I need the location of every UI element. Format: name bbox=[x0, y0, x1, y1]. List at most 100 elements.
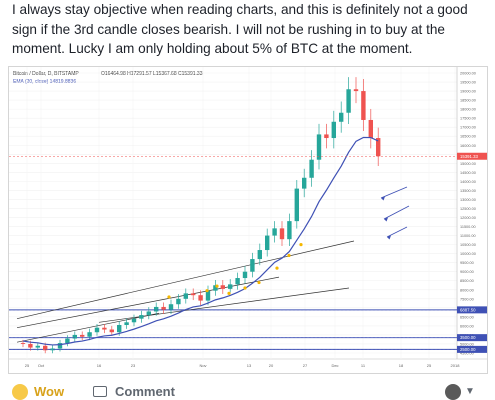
candle-body bbox=[309, 159, 314, 178]
y-tick-label: 7500.00 bbox=[460, 297, 474, 301]
candle-body bbox=[146, 311, 151, 316]
y-tick-label: 17500.00 bbox=[460, 117, 476, 121]
y-tick-label: 9000.00 bbox=[460, 270, 474, 274]
candle-body bbox=[161, 306, 166, 310]
candle-body bbox=[235, 278, 240, 285]
candle-body bbox=[183, 293, 188, 299]
candle-body bbox=[28, 343, 33, 348]
comment-icon[interactable] bbox=[93, 386, 107, 397]
y-tick-label: 9500.00 bbox=[460, 261, 474, 265]
signal-dot bbox=[167, 295, 171, 299]
y-tick-label: 12500.00 bbox=[460, 207, 476, 211]
candle-body bbox=[339, 112, 344, 122]
candle-body bbox=[87, 332, 92, 337]
candle-body bbox=[205, 290, 211, 301]
support-label-3: 2500.00 bbox=[460, 347, 476, 352]
chart-canvas: Bitcoin / Dollar, D, BITSTAMP O16464.98 … bbox=[9, 67, 487, 368]
candle-body bbox=[272, 228, 277, 236]
y-tick-label: 6500.00 bbox=[460, 315, 474, 319]
candle-body bbox=[361, 91, 366, 120]
candle-body bbox=[102, 327, 107, 330]
wow-icon[interactable] bbox=[12, 384, 28, 400]
candle-body bbox=[353, 89, 359, 92]
candle-body bbox=[168, 304, 174, 310]
candle-body bbox=[228, 284, 233, 289]
candle-body bbox=[302, 177, 307, 189]
x-tick-label: 11 bbox=[361, 363, 366, 368]
y-tick-label: 13000.00 bbox=[460, 198, 476, 202]
y-tick-label: 18000.00 bbox=[460, 108, 476, 112]
y-tick-label: 14500.00 bbox=[460, 171, 476, 175]
post-text: I always stay objective when reading cha… bbox=[12, 2, 468, 56]
candle-body bbox=[139, 315, 144, 319]
x-axis: 25 Oct 16 23 Nov 13 20 27 Dec 11 18 25 2018 bbox=[9, 67, 487, 368]
signal-dot bbox=[215, 284, 219, 288]
x-tick-label: 2018 bbox=[451, 363, 461, 368]
candle-body bbox=[72, 334, 77, 339]
candle-body bbox=[242, 271, 248, 279]
signal-dot bbox=[205, 289, 209, 293]
y-tick-label: 11000.00 bbox=[460, 234, 476, 238]
x-tick-label: 23 bbox=[131, 363, 136, 368]
y-tick-label: 11500.00 bbox=[460, 225, 476, 229]
candle-body bbox=[65, 338, 70, 344]
annotation-arrow bbox=[386, 226, 408, 238]
y-tick-label: 8500.00 bbox=[460, 279, 474, 283]
comment-button[interactable]: Comment bbox=[115, 384, 175, 399]
chevron-down-icon[interactable]: ▼ bbox=[465, 386, 475, 397]
candle-body bbox=[257, 250, 262, 260]
candle-body bbox=[331, 121, 336, 139]
y-tick-label: 8000.00 bbox=[460, 288, 474, 292]
avatar[interactable] bbox=[445, 384, 461, 400]
annotation-arrow bbox=[383, 205, 410, 220]
candle-body bbox=[368, 119, 373, 139]
x-tick-label: Nov bbox=[199, 363, 206, 368]
trendline-upper bbox=[16, 240, 355, 320]
y-tick-label: 10500.00 bbox=[460, 243, 476, 247]
x-tick-label: 27 bbox=[303, 363, 308, 368]
drawings bbox=[9, 186, 457, 350]
arrow-head bbox=[387, 235, 391, 240]
candle-body bbox=[154, 306, 159, 312]
y-tick-label: 5000.00 bbox=[460, 342, 474, 346]
support-label-1-box bbox=[457, 306, 487, 314]
y-tick-label: 15000.00 bbox=[460, 162, 476, 166]
signal-dot bbox=[275, 266, 279, 270]
chart-ohlc: O16464.98 H17291.57 L15367.68 C15391.33 bbox=[101, 71, 203, 77]
candle-body bbox=[316, 134, 322, 160]
signal-dot bbox=[299, 243, 303, 247]
price-chart: Bitcoin / Dollar, D, BITSTAMP O16464.98 … bbox=[8, 66, 488, 374]
candle-body bbox=[20, 343, 26, 344]
y-tick-label: 16500.00 bbox=[460, 135, 476, 139]
candle-body bbox=[109, 329, 114, 333]
y-tick-label: 12000.00 bbox=[460, 216, 476, 220]
x-tick-label: Oct bbox=[38, 363, 45, 368]
candle-body bbox=[35, 345, 40, 348]
candle-body bbox=[94, 327, 100, 333]
signal-dot bbox=[287, 253, 291, 258]
support-label-2-box bbox=[457, 334, 487, 342]
trendline-short bbox=[16, 312, 160, 343]
y-axis: 20000.00 19500.00 19000.00 18500.00 18000.00… bbox=[9, 67, 476, 359]
wow-button[interactable]: Wow bbox=[34, 384, 65, 399]
candle-body bbox=[265, 235, 270, 251]
last-price-label-box bbox=[457, 152, 487, 160]
candle-body bbox=[376, 138, 381, 157]
candle-body bbox=[287, 221, 292, 240]
candle-body bbox=[117, 325, 122, 333]
price-labels: 15391.33 6887.50 3500.00 2500.00 bbox=[9, 152, 487, 353]
ema-line bbox=[22, 136, 379, 346]
x-tick-label: 25 bbox=[25, 363, 30, 368]
arrow-head bbox=[384, 217, 388, 222]
candles bbox=[20, 77, 381, 354]
x-tick-label: Dec bbox=[331, 363, 338, 368]
annotation-arrow bbox=[380, 186, 408, 199]
y-tick-label: 19500.00 bbox=[460, 81, 476, 85]
signal-dot bbox=[243, 286, 247, 290]
candle-body bbox=[191, 293, 196, 296]
y-tick-label: 16000.00 bbox=[460, 144, 476, 148]
candle-body bbox=[124, 322, 129, 325]
candle-body bbox=[324, 134, 329, 139]
y-tick-label: 6000.00 bbox=[460, 324, 474, 328]
support-label-2: 3500.00 bbox=[460, 335, 476, 340]
